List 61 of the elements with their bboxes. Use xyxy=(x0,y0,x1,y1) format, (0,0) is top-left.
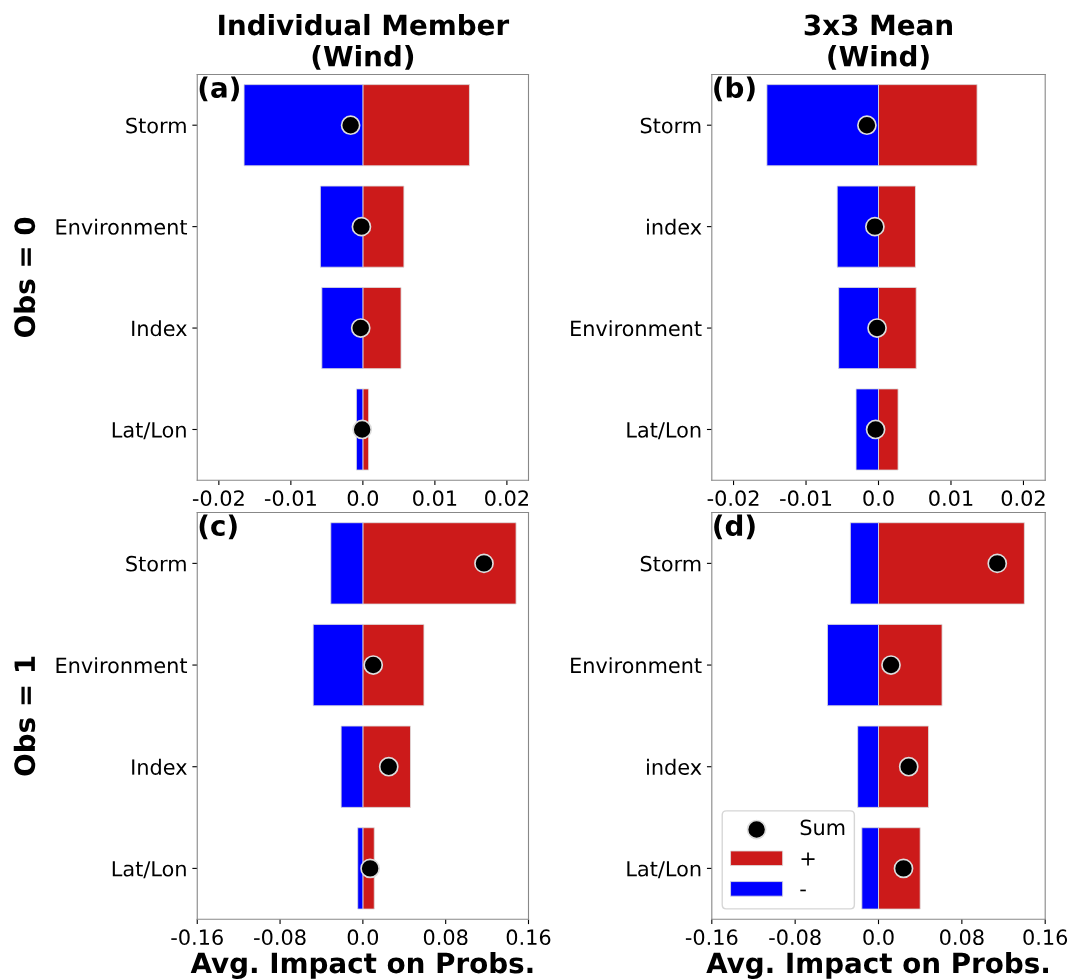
x-tick-label: -0.08 xyxy=(769,929,821,946)
x-tick-label: 0.0 xyxy=(863,929,894,946)
point xyxy=(340,115,361,136)
x-tick-label: 0.16 xyxy=(1023,929,1068,946)
point xyxy=(352,419,373,440)
x-tick-label: -0.02 xyxy=(707,490,759,507)
x-tick-label: 0.0 xyxy=(863,490,894,507)
point xyxy=(987,553,1008,574)
point xyxy=(360,858,381,879)
y-tick-label: Lat/Lon xyxy=(112,422,186,440)
point xyxy=(350,318,371,338)
x-tick-label: 0.01 xyxy=(413,490,457,507)
legend-label: - xyxy=(800,889,806,892)
point xyxy=(474,553,494,574)
point xyxy=(881,655,901,675)
x-tick-label: -0.01 xyxy=(264,490,316,507)
y-tick-label: Environment xyxy=(571,657,702,674)
point xyxy=(857,115,877,136)
x-tick-label: 0.0 xyxy=(347,490,379,507)
chart-title: 3x3 Mean (Wind) xyxy=(804,14,952,70)
x-tick-label: 0.16 xyxy=(506,929,551,946)
x-tick-label: 0.02 xyxy=(485,490,528,507)
y-axis-title: Obs = 1 xyxy=(13,656,36,776)
x-tick-label: -0.01 xyxy=(780,490,832,507)
y-tick-label: Environment xyxy=(56,657,188,674)
y-tick-label: Index xyxy=(132,758,187,775)
x-tick-label: -0.16 xyxy=(685,929,738,946)
y-tick-label: Lat/Lon xyxy=(112,861,186,879)
point xyxy=(363,655,384,675)
y-tick-label: Environment xyxy=(571,320,702,337)
y-tick-label: index xyxy=(647,218,702,235)
y-tick-label: Environment xyxy=(56,218,188,235)
y-tick-label: Storm xyxy=(126,117,186,134)
annotation: (b) xyxy=(714,76,755,102)
x-tick-label: 0.01 xyxy=(929,490,973,507)
legend-label: + xyxy=(801,852,815,866)
annotation: (d) xyxy=(714,514,755,540)
legend-label: Sum xyxy=(800,819,845,836)
x-tick-label: 0.0 xyxy=(347,929,379,946)
point xyxy=(351,216,372,237)
point xyxy=(867,318,887,338)
x-tick-label: 0.08 xyxy=(940,929,984,946)
annotation: (c) xyxy=(199,514,237,540)
y-tick-label: Storm xyxy=(126,555,186,572)
annotation: (a) xyxy=(199,76,239,102)
y-tick-label: Storm xyxy=(640,555,701,572)
x-tick-label: 0.08 xyxy=(423,929,468,946)
point xyxy=(864,216,885,237)
x-axis-title: Avg. Impact on Probs. xyxy=(190,951,533,979)
y-tick-label: Storm xyxy=(640,117,701,134)
y-tick-label: Lat/Lon xyxy=(627,861,701,879)
y-axis-title: Obs = 0 xyxy=(13,217,36,337)
x-axis-title: Avg. Impact on Probs. xyxy=(706,951,1049,979)
x-tick-label: -0.02 xyxy=(192,490,244,507)
y-tick-label: Lat/Lon xyxy=(627,422,701,440)
chart-title: Individual Member (Wind) xyxy=(219,13,510,70)
x-tick-label: -0.16 xyxy=(171,929,223,946)
y-tick-label: index xyxy=(647,758,702,775)
y-tick-label: Index xyxy=(132,320,187,337)
x-tick-label: -0.08 xyxy=(254,929,306,946)
x-tick-label: 0.02 xyxy=(1001,490,1045,507)
